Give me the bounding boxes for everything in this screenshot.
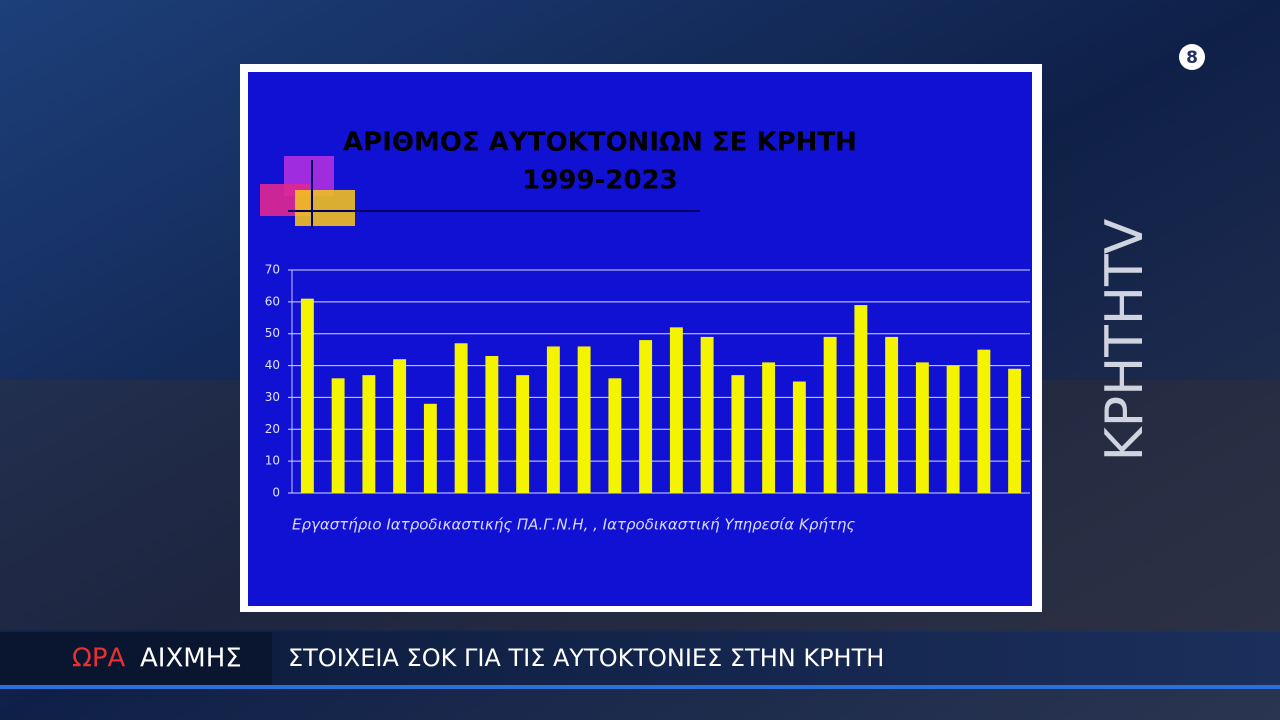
y-tick-label: 30 (265, 390, 280, 404)
bar (577, 346, 591, 493)
bar (792, 381, 806, 493)
ticker-line (0, 685, 1280, 689)
panel (248, 72, 1032, 606)
y-tick-label: 10 (265, 454, 280, 468)
bar (854, 305, 868, 493)
source-note: Εργαστήριο Ιατροδικαστικής ΠΑ.Γ.Ν.Η, , Ι… (292, 516, 855, 534)
bar (915, 362, 929, 493)
show-name: ΑΙΧΜΗΣ (140, 644, 242, 674)
bar (516, 375, 530, 493)
channel-number: 8 (1186, 48, 1198, 68)
bar (669, 327, 683, 493)
bar (485, 356, 499, 493)
bar (823, 336, 837, 493)
bar (731, 375, 745, 493)
bar (639, 340, 653, 493)
bar (362, 375, 376, 493)
bar (454, 343, 468, 493)
bar (393, 359, 407, 493)
show-name: ΩΡΑ (72, 644, 126, 674)
bar (1008, 368, 1022, 493)
ticker-show-box (0, 632, 272, 685)
y-tick-label: 70 (265, 263, 280, 277)
chart-title: ΑΡΙΘΜΟΣ ΑΥΤΟΚΤΟΝΙΩΝ ΣΕ ΚΡΗΤΗ (343, 128, 857, 158)
bar (546, 346, 560, 493)
bar (608, 378, 622, 493)
y-tick-label: 40 (265, 358, 280, 372)
y-tick-label: 0 (272, 486, 280, 500)
y-tick-label: 60 (265, 294, 280, 308)
bar (423, 403, 437, 493)
bar (885, 336, 899, 493)
bar (762, 362, 776, 493)
bar (946, 365, 960, 493)
chart-subtitle: 1999-2023 (522, 166, 678, 196)
bar (300, 298, 314, 493)
bar (700, 336, 714, 493)
headline: ΣΤΟΙΧΕΙΑ ΣΟΚ ΓΙΑ ΤΙΣ ΑΥΤΟΚΤΟΝΙΕΣ ΣΤΗΝ ΚΡ… (288, 644, 884, 672)
y-tick-label: 50 (265, 326, 280, 340)
bar (977, 349, 991, 493)
decor (295, 190, 355, 226)
y-tick-label: 20 (265, 422, 280, 436)
channel-badge (1179, 44, 1205, 70)
channel-logo: ΚΡΗΤΗTV (1095, 218, 1155, 461)
bar (331, 378, 345, 493)
